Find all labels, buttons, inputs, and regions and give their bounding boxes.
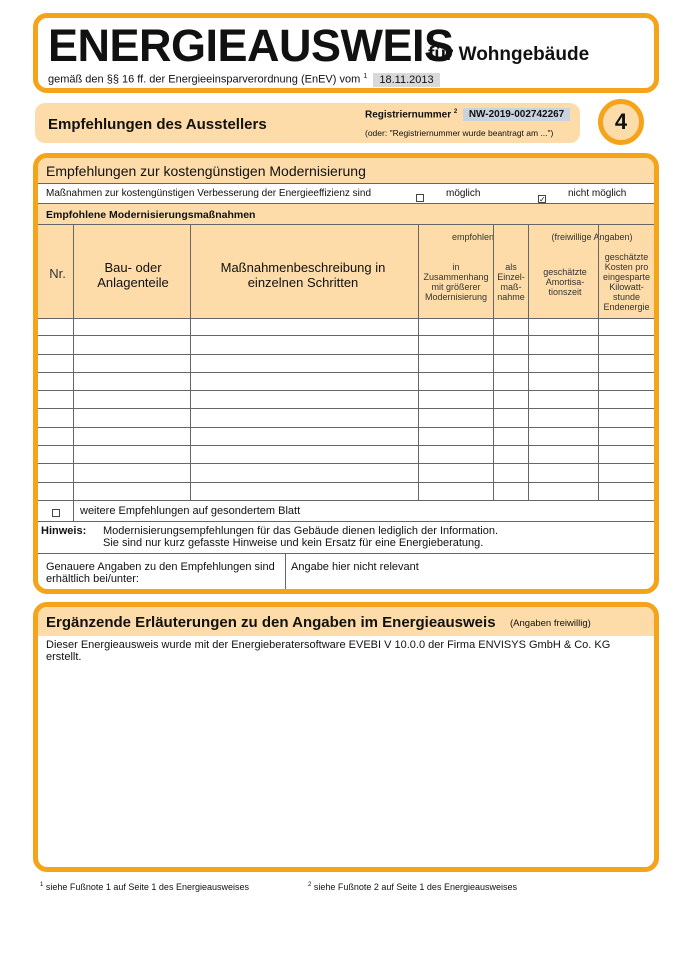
modernization-box: Empfehlungen zur kostengünstigen Moderni… [33, 153, 659, 594]
recommended-title: Empfohlene Modernisierungsmaßnahmen [46, 209, 256, 221]
footnote-ref: 2 [453, 109, 458, 115]
page-number: 4 [598, 99, 644, 145]
col-single: als Einzel-maß-nahme [497, 262, 525, 302]
column-divider [190, 224, 191, 501]
col-group-recommended: empfohlen [451, 232, 495, 242]
table-row[interactable] [38, 373, 654, 392]
footnote-ref: 1 [363, 73, 368, 80]
registration-number: NW-2019-002742267 [462, 108, 571, 122]
more-sheet-label: weitere Empfehlungen auf gesondertem Bla… [80, 505, 301, 517]
column-divider [73, 501, 74, 521]
section-bar: Empfehlungen des Ausstellers Registriern… [35, 103, 580, 143]
table-row[interactable] [38, 355, 654, 373]
column-divider [418, 224, 419, 501]
label-not-possible: nicht möglich [568, 188, 627, 199]
details-value: Angabe hier nicht relevant [291, 561, 419, 573]
header-box: ENERGIEAUSWEIS für Wohngebäude gemäß den… [33, 13, 659, 93]
table-row[interactable] [38, 391, 654, 410]
col-nr: Nr. [49, 266, 66, 281]
col-part: Bau- oder Anlagenteile [97, 260, 169, 290]
col-description: Maßnahmenbeschreibung in einzelnen Schri… [220, 260, 386, 290]
col-group-optional: (freiwillige Angaben) [551, 232, 633, 242]
table-row[interactable] [38, 318, 654, 337]
column-divider [73, 224, 74, 501]
table-row[interactable] [38, 464, 654, 483]
table-row[interactable] [38, 428, 654, 447]
extra-notes-box: Ergänzende Erläuterungen zu den Angaben … [33, 602, 659, 872]
col-cost: geschätzte Kosten pro eingesparte Kilowa… [602, 252, 651, 312]
label-possible: möglich [446, 188, 481, 199]
document-title: ENERGIEAUSWEIS [48, 20, 454, 71]
table-row[interactable] [38, 483, 654, 501]
registration-label: Registriernummer [365, 109, 452, 121]
header-divider [38, 318, 654, 319]
column-divider [493, 224, 494, 501]
checkbox-possible[interactable] [416, 189, 424, 207]
note-label: Hinweis: [41, 525, 87, 537]
extra-title: Ergänzende Erläuterungen zu den Angaben … [46, 614, 496, 631]
note-line-1: Modernisierungsempfehlungen für das Gebä… [103, 525, 499, 537]
col-combined: in Zusammenhang mit größerer Modernisier… [423, 262, 489, 302]
footnote-2: 2 siehe Fußnote 2 auf Seite 1 des Energi… [308, 882, 517, 892]
column-divider [598, 224, 599, 501]
checkbox-more-sheet[interactable] [52, 504, 60, 522]
checkbox-not-possible[interactable]: ✓ [538, 195, 546, 204]
table-row[interactable] [38, 446, 654, 465]
issue-date: 18.11.2013 [373, 72, 440, 87]
details-label: Genauere Angaben zu den Empfehlungen sin… [46, 561, 275, 585]
column-divider [528, 224, 529, 501]
extra-text: Dieser Energieausweis wurde mit der Ener… [46, 639, 611, 663]
measures-text: Maßnahmen zur kostengünstigen Verbesseru… [46, 188, 372, 199]
col-amortisation: geschätzte Amortisa-tionszeit [543, 267, 587, 297]
legal-basis: gemäß den §§ 16 ff. der Energieeinsparve… [48, 73, 361, 86]
extra-optional: (Angaben freiwillig) [510, 618, 591, 629]
section-title: Empfehlungen des Ausstellers [48, 116, 267, 133]
registration-note: (oder: "Registriernummer wurde beantragt… [365, 128, 554, 138]
table-row[interactable] [38, 336, 654, 355]
document-subtitle: für Wohngebäude [428, 44, 590, 65]
modernization-title: Empfehlungen zur kostengünstigen Moderni… [46, 163, 366, 179]
footnote-1: 1 siehe Fußnote 1 auf Seite 1 des Energi… [40, 882, 249, 892]
table-row[interactable] [38, 410, 654, 428]
note-line-2: Sie sind nur kurz gefasste Hinweise und … [103, 537, 484, 549]
